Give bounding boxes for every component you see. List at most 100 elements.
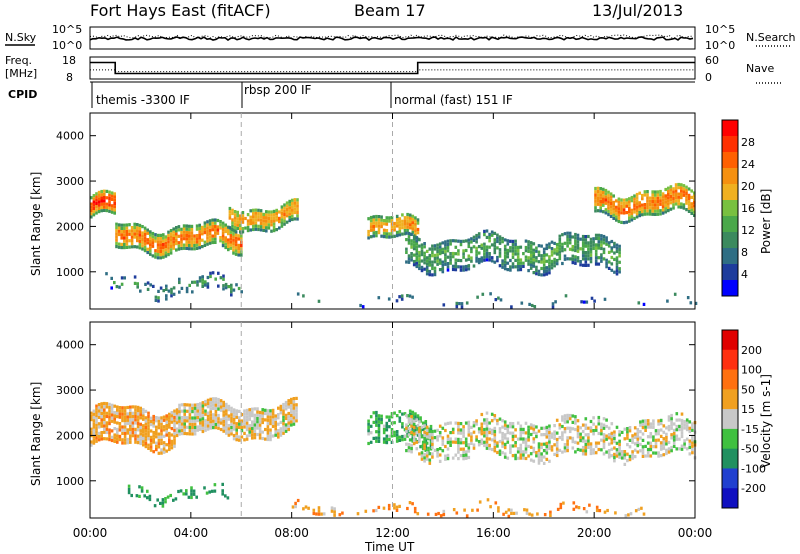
- power-cell: [464, 268, 468, 272]
- power-cell: [661, 198, 665, 202]
- velocity-cell: [261, 430, 264, 434]
- power-cell: [625, 220, 628, 224]
- velocity-cell: [186, 416, 189, 420]
- velocity-cell: [501, 431, 504, 436]
- power-cell: [574, 261, 577, 265]
- velocity-cell: [222, 407, 225, 411]
- power-cell: [540, 260, 543, 264]
- power-cell: [246, 213, 250, 217]
- noise-right-tick-top: 10^5: [705, 23, 735, 36]
- power-cell: [532, 242, 536, 246]
- velocity-cell: [615, 425, 619, 429]
- power-cell: [584, 260, 588, 264]
- velocity-cell: [555, 437, 559, 442]
- velocity-cell: [136, 437, 140, 441]
- velocity-cell: [498, 449, 502, 453]
- power-cell: [237, 253, 240, 257]
- velocity-cell: [688, 445, 692, 450]
- velocity-cell: [412, 432, 416, 436]
- power-cell: [229, 230, 233, 234]
- velocity-cell: [626, 452, 629, 456]
- power-cell: [418, 238, 421, 242]
- power-cell: [582, 300, 586, 304]
- velocity-cell: [485, 430, 489, 434]
- velocity-cell: [180, 416, 184, 420]
- velocity-cell: [225, 415, 228, 419]
- velocity-cell: [550, 445, 554, 449]
- velocity-cell: [100, 418, 103, 422]
- velocity-cell: [558, 426, 562, 430]
- velocity-cell: [243, 425, 246, 429]
- velocity-cell: [113, 414, 116, 418]
- velocity-cell: [477, 427, 481, 431]
- power-cell: [633, 200, 636, 204]
- power-cell: [377, 218, 381, 222]
- velocity-cell: [131, 421, 135, 425]
- velocity-cell: [675, 428, 679, 432]
- power-cell: [208, 241, 212, 245]
- velocity-cell: [134, 434, 137, 438]
- power-cell: [149, 283, 152, 287]
- velocity-cell: [274, 414, 277, 418]
- power-cell: [693, 194, 696, 198]
- velocity-cell: [415, 418, 419, 422]
- power-cell: [694, 301, 698, 305]
- velocity-cell: [377, 423, 381, 427]
- power-cell: [618, 267, 621, 271]
- power-cell: [275, 208, 278, 212]
- velocity-cell: [147, 437, 150, 441]
- velocity-cell: [209, 420, 212, 424]
- velocity-cell: [631, 456, 634, 460]
- power-cell: [90, 196, 93, 200]
- velocity-cell: [646, 422, 650, 426]
- velocity-cell: [116, 431, 119, 435]
- power-cell: [602, 203, 605, 207]
- power-cell: [208, 228, 212, 232]
- velocity-cell: [123, 419, 127, 423]
- velocity-cell: [186, 419, 189, 423]
- power-cell: [105, 189, 109, 193]
- power-cell: [594, 209, 597, 213]
- power-cell: [296, 292, 300, 296]
- velocity-cell: [639, 449, 642, 453]
- velocity-cell: [626, 430, 629, 434]
- power-cell: [214, 277, 217, 281]
- velocity-cell: [514, 457, 517, 461]
- power-cell: [685, 188, 688, 192]
- velocity-cell: [472, 430, 476, 434]
- velocity-cell: [501, 438, 504, 442]
- velocity-cell: [548, 437, 551, 441]
- power-cell: [182, 237, 186, 241]
- power-cell: [420, 249, 424, 253]
- power-cell: [551, 305, 555, 309]
- power-cell: [587, 247, 590, 251]
- velocity-cell: [139, 416, 142, 420]
- power-cell: [164, 254, 168, 258]
- velocity-cell: [375, 439, 378, 443]
- velocity-cell: [510, 511, 513, 515]
- power-cell: [618, 254, 621, 258]
- power-cell: [664, 197, 667, 201]
- power-cell: [475, 246, 478, 250]
- velocity-cell: [191, 416, 194, 420]
- velocity-cell: [581, 439, 585, 443]
- power-cell: [385, 222, 389, 226]
- power-cell: [193, 244, 196, 248]
- velocity-cell: [333, 507, 336, 511]
- power-cell: [454, 239, 458, 243]
- power-cell: [403, 219, 407, 223]
- velocity-cell: [587, 442, 590, 446]
- velocity-cell: [449, 421, 452, 425]
- power-cell: [587, 244, 590, 248]
- power-cell: [561, 245, 564, 250]
- velocity-cell: [105, 437, 109, 441]
- power-cell: [669, 207, 673, 211]
- velocity-cell: [230, 416, 233, 420]
- power-cell: [467, 257, 471, 261]
- velocity-cell: [284, 416, 288, 421]
- colorbar-swatch: [722, 232, 738, 249]
- velocity-cell: [410, 418, 413, 422]
- power-cell: [125, 233, 129, 237]
- velocity-cell: [108, 402, 111, 406]
- velocity-cell: [524, 444, 528, 448]
